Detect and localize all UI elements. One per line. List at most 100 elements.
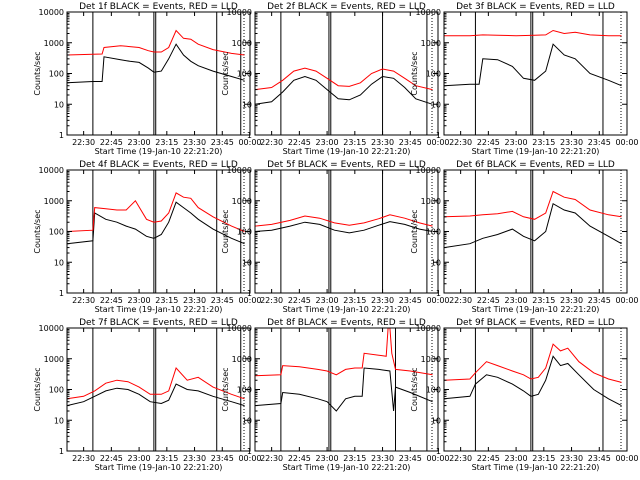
x-tick-label: 23:00 [505, 138, 528, 147]
detector-panel-4: 1 10 100 1000 10000 22:30 22:45 23:00 23:15 23:30… [33, 160, 262, 314]
y-axis-label: Counts/sec [410, 367, 419, 411]
y-tick-label: 100 [237, 386, 252, 395]
y-tick-label: 1000 [44, 355, 64, 364]
detector-panel-7: 1 10 100 1000 10000 22:30 22:45 23:00 23:15 23:30… [33, 318, 262, 472]
x-tick-label: 23:30 [371, 454, 394, 463]
y-axis-label: Counts/sec [33, 367, 42, 411]
x-axis-label: Start Time (19-Jan-10 22:21:20) [95, 305, 223, 314]
y-tick-label: 10 [431, 100, 441, 109]
lld-series-line [254, 214, 433, 227]
x-tick-label: 23:00 [505, 296, 528, 305]
x-tick-label: 23:45 [399, 454, 422, 463]
y-axis-label: Counts/sec [33, 209, 42, 253]
x-tick-label: 23:00 [128, 454, 151, 463]
x-tick-label: 22:45 [100, 454, 123, 463]
x-axis-label: Start Time (19-Jan-10 22:21:20) [472, 463, 600, 472]
y-tick-label: 10000 [39, 324, 64, 333]
x-tick-label: 23:30 [183, 138, 206, 147]
panel-title: Det 9f BLACK = Events, RED = LLD [456, 318, 615, 328]
x-tick-label: 23:45 [588, 454, 611, 463]
y-tick-label: 10000 [416, 324, 441, 333]
y-tick-label: 100 [237, 228, 252, 237]
y-tick-label: 1000 [421, 355, 441, 364]
x-tick-label: 00:00 [238, 138, 261, 147]
x-tick-label: 22:30 [260, 296, 283, 305]
y-tick-label: 1 [59, 447, 64, 456]
x-tick-label: 22:30 [260, 454, 283, 463]
x-axis-label: Start Time (19-Jan-10 22:21:20) [283, 147, 411, 156]
detector-panel-5: 1 10 100 1000 10000 22:30 22:45 23:00 23:15 23:30… [221, 160, 450, 314]
y-tick-label: 100 [426, 70, 441, 79]
x-tick-label: 00:00 [238, 296, 261, 305]
lld-series-line [66, 192, 245, 232]
x-tick-label: 22:45 [477, 296, 500, 305]
x-tick-label: 22:30 [72, 138, 95, 147]
panel-title: Det 4f BLACK = Events, RED = LLD [79, 160, 238, 170]
x-tick-label: 00:00 [426, 454, 449, 463]
y-tick-label: 10 [431, 416, 441, 425]
x-tick-label: 23:45 [588, 296, 611, 305]
y-tick-label: 1 [247, 289, 252, 298]
y-tick-label: 1 [59, 131, 64, 140]
x-tick-label: 23:15 [532, 454, 555, 463]
x-axis-label: Start Time (19-Jan-10 22:21:20) [283, 463, 411, 472]
lld-series-line [443, 190, 622, 220]
panel-title: Det 8f BLACK = Events, RED = LLD [267, 318, 426, 328]
panel-title: Det 6f BLACK = Events, RED = LLD [456, 160, 615, 170]
y-tick-label: 100 [49, 70, 64, 79]
y-tick-label: 100 [426, 228, 441, 237]
x-tick-label: 22:45 [100, 296, 123, 305]
x-tick-label: 23:15 [343, 454, 366, 463]
panel-title: Det 5f BLACK = Events, RED = LLD [267, 160, 426, 170]
lld-series-line [254, 327, 433, 377]
x-tick-label: 23:45 [211, 296, 234, 305]
x-tick-label: 23:30 [560, 138, 583, 147]
events-series-line [443, 355, 622, 407]
detector-panel-3: 1 10 100 1000 10000 22:30 22:45 23:00 23:15 23:30… [410, 2, 639, 156]
y-tick-label: 1 [247, 131, 252, 140]
x-tick-label: 23:30 [560, 296, 583, 305]
y-tick-label: 10 [54, 100, 64, 109]
y-axis-label: Counts/sec [221, 209, 230, 253]
events-series-line [443, 202, 622, 249]
y-tick-label: 10000 [227, 8, 252, 17]
x-tick-label: 23:30 [371, 138, 394, 147]
detector-panel-8: 1 10 100 1000 10000 22:30 22:45 23:00 23:15 23:30… [221, 318, 450, 472]
x-tick-label: 23:45 [399, 138, 422, 147]
events-series-line [66, 201, 245, 245]
y-tick-label: 10000 [227, 324, 252, 333]
x-tick-label: 23:30 [183, 454, 206, 463]
y-tick-label: 1000 [232, 355, 252, 364]
x-tick-label: 22:30 [72, 454, 95, 463]
x-tick-label: 23:15 [532, 296, 555, 305]
x-tick-label: 23:30 [183, 296, 206, 305]
x-tick-label: 23:45 [211, 454, 234, 463]
y-tick-label: 1 [436, 447, 441, 456]
lld-series-line [444, 29, 622, 37]
panel-title: Det 7f BLACK = Events, RED = LLD [79, 318, 238, 328]
x-tick-label: 23:15 [155, 454, 178, 463]
panel-title: Det 3f BLACK = Events, RED = LLD [456, 2, 615, 12]
y-axis-label: Counts/sec [221, 51, 230, 95]
x-tick-label: 00:00 [615, 138, 638, 147]
detector-panel-6: 1 10 100 1000 10000 22:30 22:45 23:00 23:15 23:30… [410, 160, 639, 314]
y-tick-label: 10 [431, 258, 441, 267]
detector-panel-1: 1 10 100 1000 10000 22:30 22:45 23:00 23:15 23:30… [33, 2, 262, 156]
x-axis-label: Start Time (19-Jan-10 22:21:20) [283, 305, 411, 314]
y-tick-label: 10 [242, 416, 252, 425]
y-tick-label: 1000 [44, 39, 64, 48]
x-axis-label: Start Time (19-Jan-10 22:21:20) [95, 147, 223, 156]
y-tick-label: 100 [49, 228, 64, 237]
y-tick-label: 10 [242, 100, 252, 109]
detector-panel-9: 1 10 100 1000 10000 22:30 22:45 23:00 23:15 23:30… [410, 318, 639, 472]
y-tick-label: 1000 [421, 39, 441, 48]
x-tick-label: 23:15 [343, 138, 366, 147]
lld-series-line [66, 367, 245, 400]
x-tick-label: 23:00 [128, 138, 151, 147]
events-series-line [254, 367, 433, 412]
y-tick-label: 10 [54, 258, 64, 267]
y-tick-label: 10 [242, 258, 252, 267]
x-tick-label: 22:45 [288, 454, 311, 463]
x-tick-label: 23:15 [155, 296, 178, 305]
